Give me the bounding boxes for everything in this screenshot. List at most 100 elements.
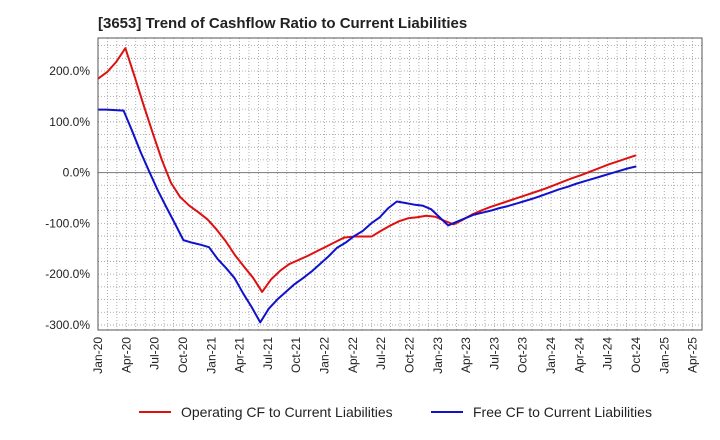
data-point (293, 283, 295, 285)
data-point (635, 154, 637, 156)
data-point (562, 181, 564, 183)
data-point (307, 255, 309, 257)
data-point (345, 242, 347, 244)
x-tick-label: Apr-23 (459, 337, 473, 373)
data-point (498, 207, 500, 209)
data-point (297, 259, 300, 261)
data-point (549, 191, 552, 193)
data-point (389, 225, 391, 227)
legend-swatch-free-cf (431, 411, 463, 413)
data-point (361, 235, 364, 238)
data-point (532, 197, 535, 200)
data-point (413, 203, 415, 206)
y-tick-label: 0.0% (63, 166, 91, 180)
data-point (362, 230, 364, 232)
data-point (161, 159, 163, 161)
data-point (434, 216, 436, 218)
data-point (525, 194, 528, 196)
data-point (115, 61, 117, 63)
data-point (607, 163, 610, 166)
data-point (575, 183, 577, 185)
data-point (370, 235, 373, 238)
data-point (535, 191, 537, 193)
data-point (430, 208, 432, 210)
data-point (407, 217, 409, 219)
y-tick-label: 200.0% (49, 64, 90, 78)
data-point (106, 71, 108, 73)
data-point (464, 217, 466, 219)
data-point (124, 47, 126, 49)
x-tick-label: Apr-25 (686, 337, 700, 373)
data-point (507, 200, 509, 202)
data-point (123, 110, 125, 112)
series-lines (97, 47, 637, 324)
series-line-1 (98, 108, 637, 324)
data-point (285, 291, 287, 293)
data-point (567, 186, 569, 188)
data-point (598, 167, 601, 169)
legend-label-free-cf: Free CF to Current Liabilities (473, 404, 652, 420)
data-point (133, 75, 136, 77)
data-point (480, 210, 482, 212)
data-point (589, 170, 591, 173)
y-tick-label: -300.0% (45, 318, 90, 332)
data-point (165, 206, 167, 208)
x-tick-label: Apr-21 (233, 337, 247, 373)
data-point (490, 210, 492, 212)
data-point (473, 214, 475, 216)
x-tick-label: Jan-23 (431, 337, 445, 374)
x-tick-label: Oct-22 (402, 337, 416, 373)
x-tick-label: Jul-20 (148, 337, 162, 370)
data-point (626, 167, 629, 170)
data-point (404, 202, 406, 204)
data-point (580, 174, 582, 176)
x-tick-label: Oct-20 (176, 337, 190, 373)
data-point (152, 132, 154, 134)
data-point (481, 212, 483, 214)
data-point (334, 241, 336, 243)
data-point (259, 321, 261, 323)
data-point (601, 175, 603, 177)
x-tick-label: Oct-21 (289, 337, 303, 373)
plot-area-border (97, 37, 703, 331)
chart-title: [3653] Trend of Cashflow Ratio to Curren… (98, 15, 468, 32)
x-tick-label: Jan-21 (204, 337, 218, 374)
data-point (225, 240, 227, 242)
data-point (316, 250, 318, 252)
data-point (325, 246, 327, 248)
data-point (618, 170, 620, 172)
data-point (188, 204, 190, 207)
data-point (105, 109, 108, 111)
data-point (288, 263, 291, 265)
data-point (498, 203, 500, 205)
x-axis-tick-labels: Jan-20 Apr-20 Jul-20 Oct-20 Jan-21 Apr-21 Jul-… (91, 337, 700, 374)
x-tick-label: Oct-23 (516, 337, 530, 373)
data-point (208, 246, 210, 248)
data-point (617, 160, 619, 162)
data-point (438, 216, 441, 218)
data-point (140, 151, 142, 153)
data-point (242, 292, 244, 295)
series-line-0 (97, 47, 637, 293)
x-tick-label: Jul-23 (487, 337, 501, 370)
data-point (243, 265, 245, 268)
data-point (558, 188, 560, 190)
data-point (310, 271, 313, 273)
data-point (584, 180, 586, 182)
data-point (148, 170, 150, 173)
data-point (343, 236, 345, 239)
data-point (336, 247, 338, 249)
x-tick-label: Apr-20 (119, 337, 133, 373)
data-point (302, 277, 304, 279)
data-point (571, 177, 573, 179)
data-point (379, 216, 381, 218)
data-point (191, 242, 193, 244)
grid-lines (98, 38, 702, 330)
data-point (456, 221, 458, 223)
data-point (553, 184, 555, 186)
legend: Operating CF to Current Liabilities Free… (0, 404, 720, 426)
x-tick-label: Jul-22 (374, 337, 388, 370)
data-point (353, 235, 355, 237)
data-point (319, 263, 321, 265)
data-point (516, 197, 519, 199)
